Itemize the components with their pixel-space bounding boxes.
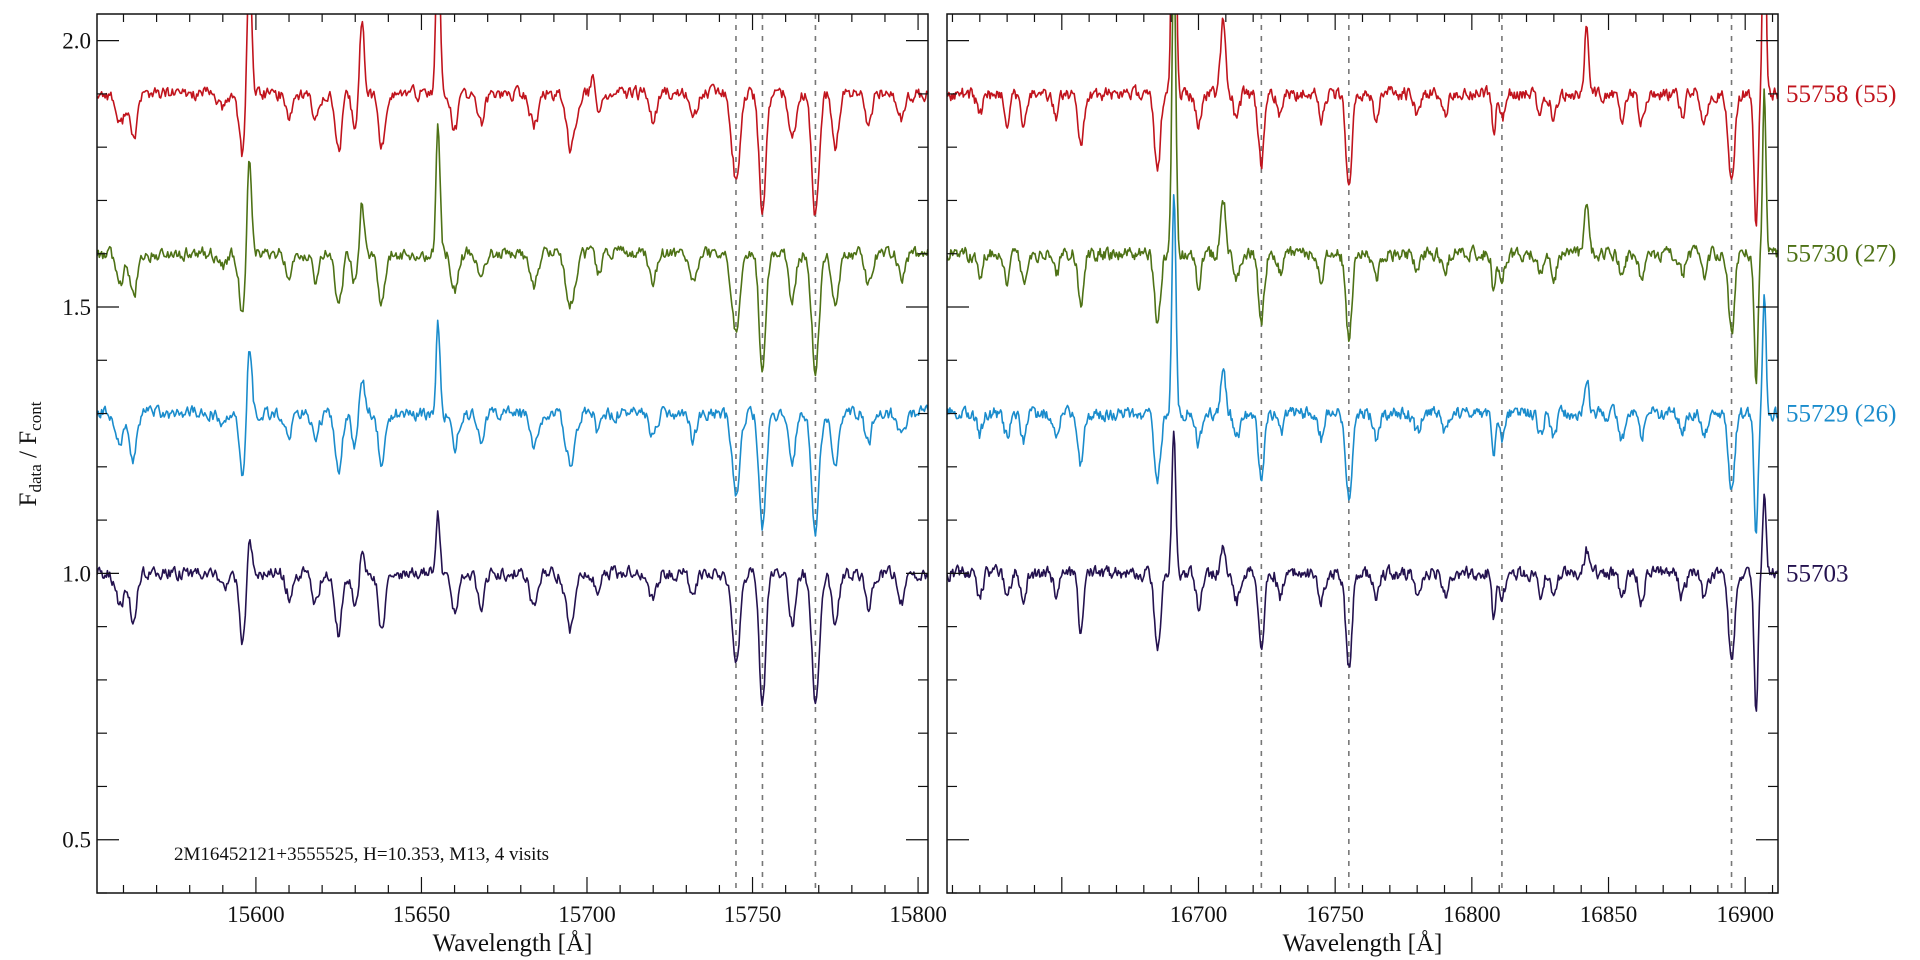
- x-tick-label: 16900: [1716, 902, 1774, 927]
- x-tick-label: 15750: [724, 902, 782, 927]
- series-line-2: [947, 194, 1778, 534]
- x-tick-label: 16850: [1580, 902, 1638, 927]
- x-tick-label: 16700: [1170, 902, 1228, 927]
- y-tick-label: 1.5: [62, 295, 91, 320]
- x-tick-label: 16750: [1306, 902, 1364, 927]
- y-axis-label-text: Fdata / Fcont: [15, 401, 45, 506]
- series-label-1: 55730 (27): [1786, 241, 1896, 268]
- series-line-2: [97, 319, 928, 537]
- x-tick-label: 15700: [558, 902, 616, 927]
- y-tick-label: 2.0: [62, 29, 91, 54]
- x-axis-label: Wavelength [Å]: [433, 930, 593, 957]
- series-line-1: [97, 123, 928, 377]
- y-axis-label: Fdata / Fcont: [15, 401, 45, 506]
- series-label-3: 55703: [1786, 560, 1849, 587]
- plot-frame: [946, 13, 1779, 894]
- x-tick-label: 16800: [1443, 902, 1501, 927]
- y-tick-label: 0.5: [62, 828, 91, 853]
- panel-left: 15600 15650 15700 15750 15800 0.5 1.0 1.5 2.0 Wav…: [62, 13, 947, 957]
- panel-right: 16700 16750 16800 16850 16900 Wavelength [Å]: [946, 13, 1779, 957]
- series-line-3: [947, 430, 1778, 712]
- series-labels: 55758 (55) 55730 (27) 55729 (26) 55703: [1786, 81, 1896, 587]
- series-label-0: 55758 (55): [1786, 81, 1896, 108]
- x-tick-label: 15800: [889, 902, 947, 927]
- x-tick-label: 15600: [227, 902, 285, 927]
- x-axis-label: Wavelength [Å]: [1283, 930, 1443, 957]
- plot-frame: [96, 13, 929, 894]
- series-line-0: [947, 14, 1778, 227]
- x-tick-label: 15650: [393, 902, 451, 927]
- series-line-3: [97, 510, 928, 707]
- y-tick-label: 1.0: [62, 561, 91, 586]
- chart-annotation: 2M16452121+3555525, H=10.353, M13, 4 vis…: [174, 844, 549, 865]
- series-label-2: 55729 (26): [1786, 401, 1896, 428]
- series-line-0: [97, 14, 928, 216]
- series-line-1: [947, 14, 1778, 385]
